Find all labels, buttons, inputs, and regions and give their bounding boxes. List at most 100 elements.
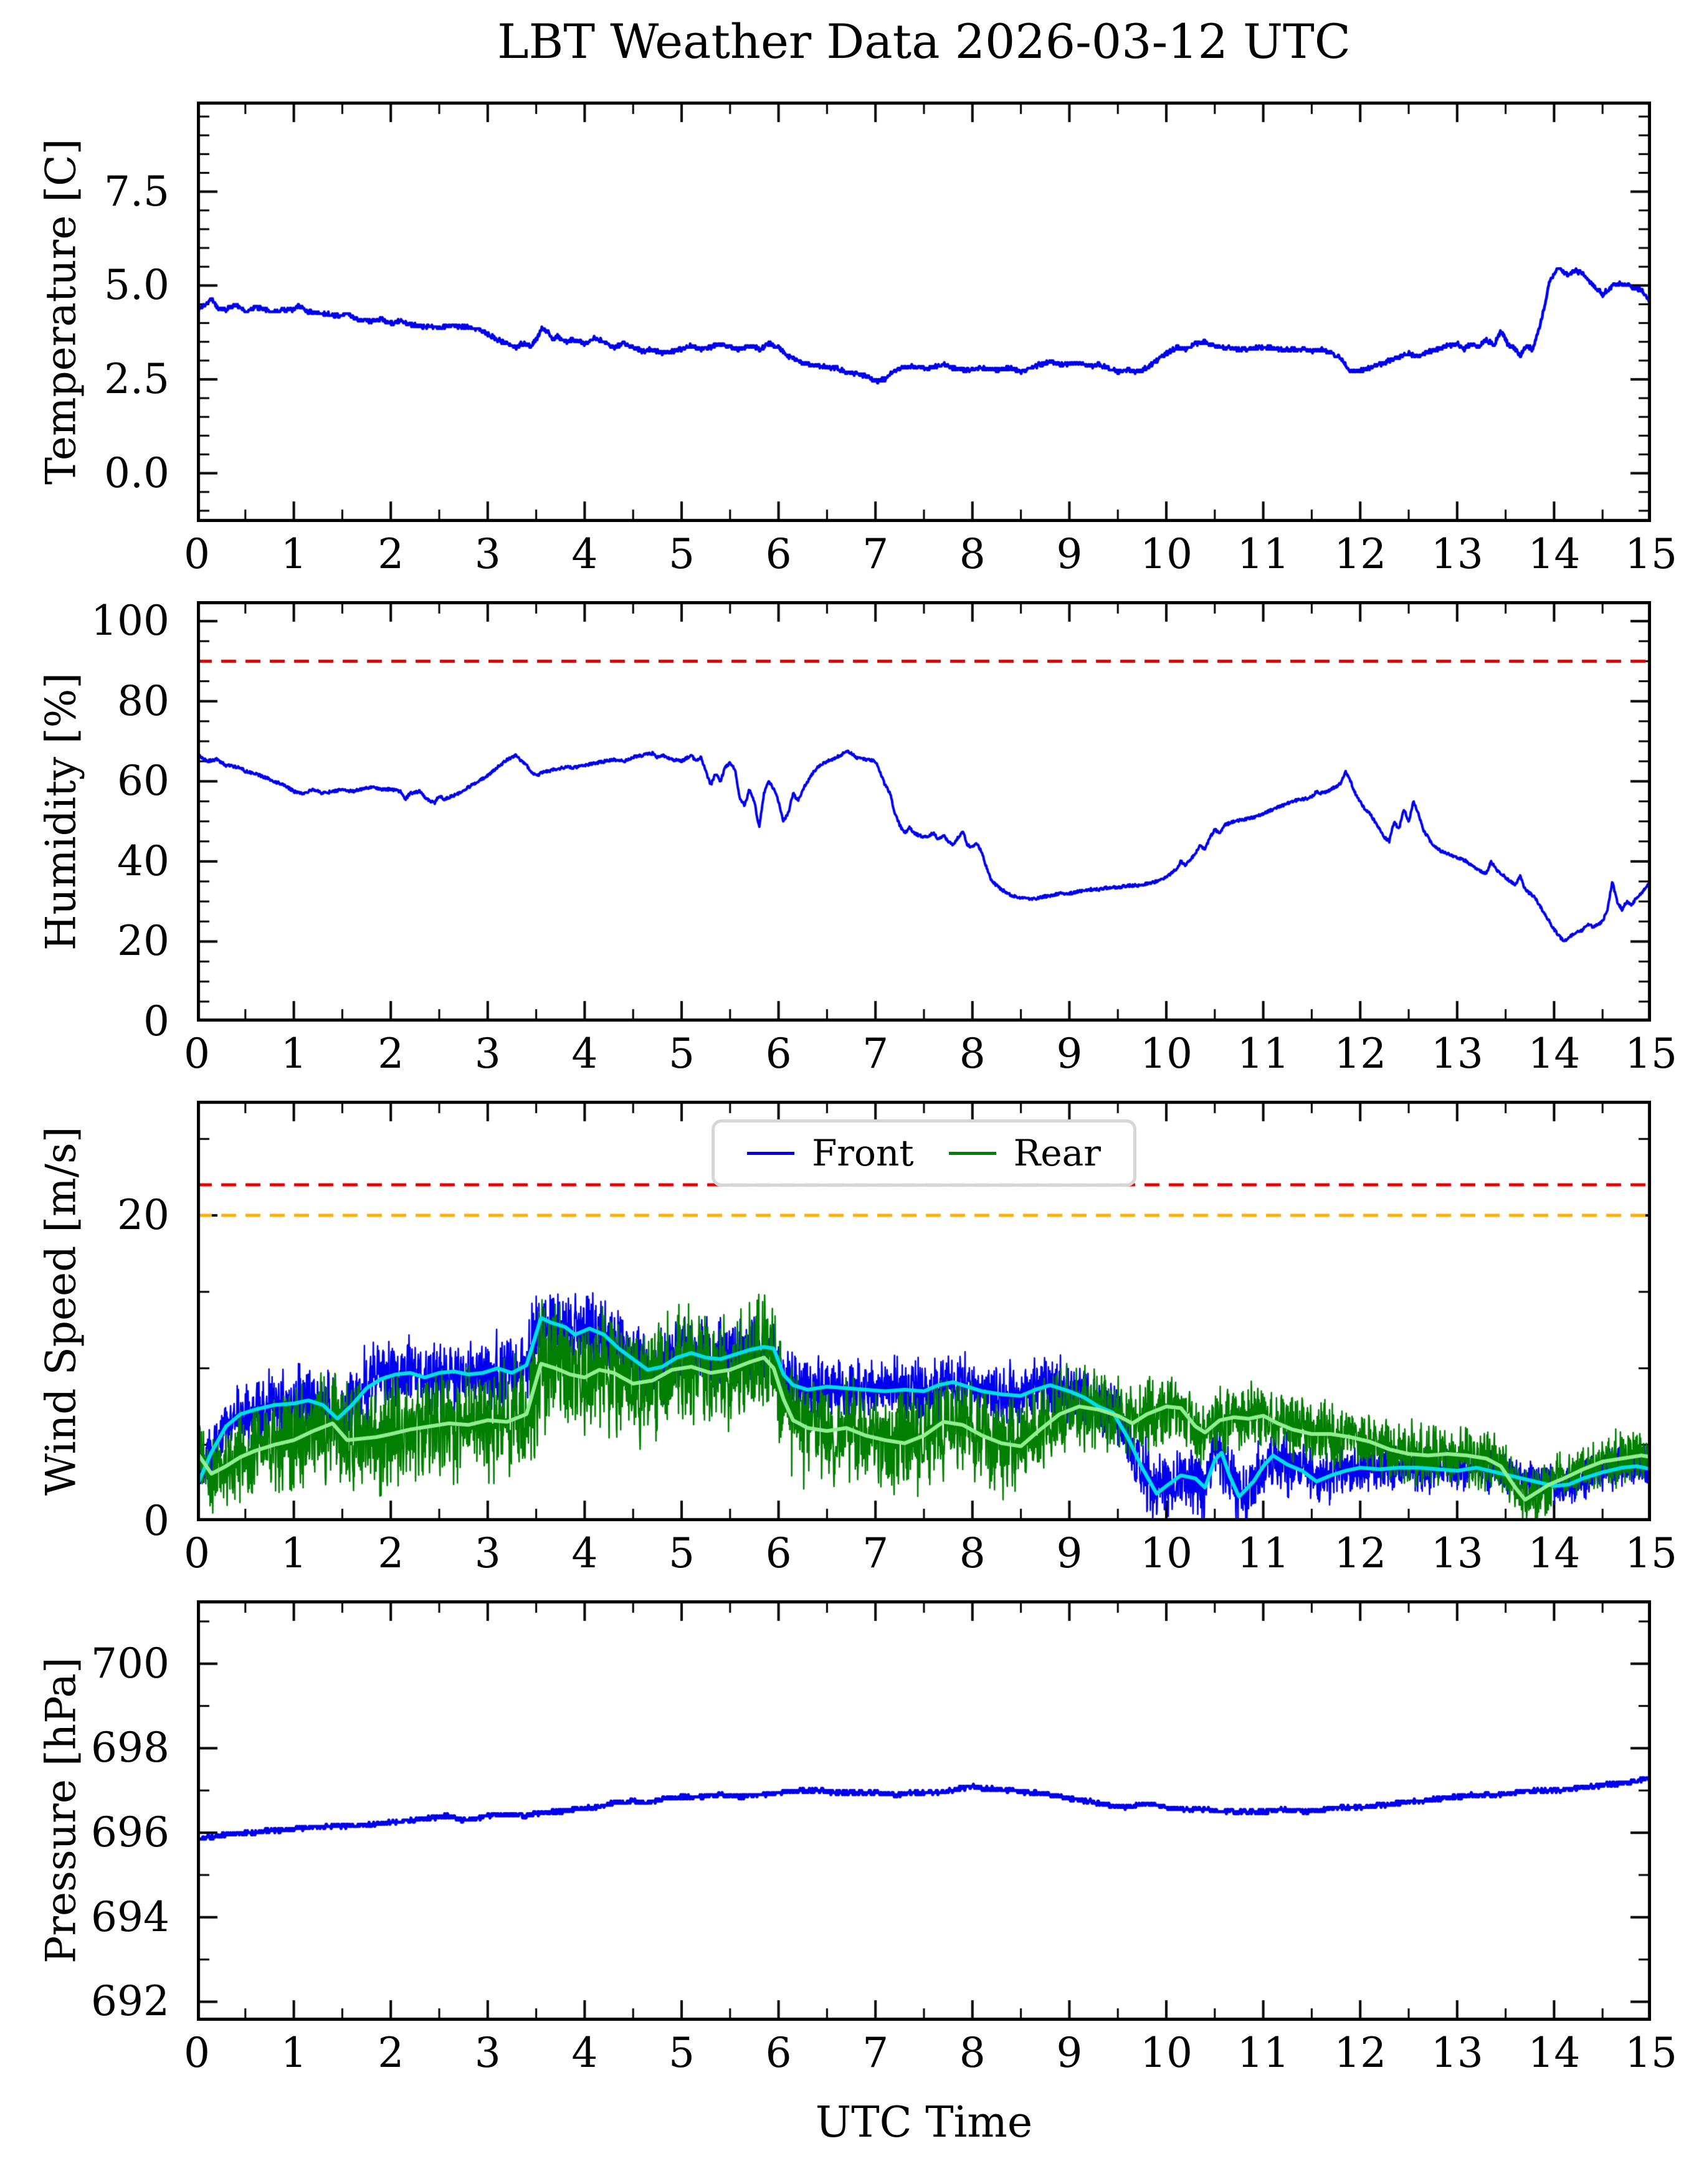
wind-speed-x-tick-labels: 0 1 2 3 4 5 6 7 8 9 10 11 12 13 14 15: [184, 1529, 1677, 1577]
pressure-y-tick-labels: 692 694 696 698 700: [25, 1600, 169, 2026]
pressure-xtick-label: 9: [1056, 2029, 1083, 2077]
humidity-xtick-label: 7: [862, 1030, 889, 1078]
pressure-xtick-label: 6: [765, 2029, 792, 2077]
front-line-swatch: [747, 1151, 795, 1155]
pressure-xtick-label: 7: [862, 2029, 889, 2077]
temperature-ytick-label: 5.0: [104, 261, 169, 310]
humidity-xtick-label: 2: [378, 1030, 404, 1078]
pressure-xtick-label: 13: [1430, 2029, 1483, 2077]
temperature-xtick-label: 13: [1430, 530, 1483, 578]
wind-speed-xtick-label: 2: [378, 1529, 404, 1577]
humidity-x-tick-labels: 0 1 2 3 4 5 6 7 8 9 10 11 12 13 14 15: [184, 1030, 1677, 1078]
pressure-xtick-label: 12: [1334, 2029, 1387, 2077]
humidity-xtick-label: 11: [1237, 1030, 1290, 1078]
humidity-ytick-label: 20: [117, 917, 169, 966]
temperature-xtick-label: 14: [1528, 530, 1581, 578]
humidity-xtick-label: 6: [765, 1030, 792, 1078]
wind-speed-xtick-label: 0: [184, 1529, 210, 1577]
temperature-xtick-label: 12: [1334, 530, 1387, 578]
humidity-ytick-label: 60: [117, 757, 169, 805]
humidity-xtick-label: 0: [184, 1030, 210, 1078]
wind-speed-xtick-label: 14: [1528, 1529, 1581, 1577]
humidity-xtick-label: 10: [1140, 1030, 1192, 1078]
pressure-ytick-label: 692: [91, 1977, 169, 2026]
humidity-ytick-label: 40: [117, 837, 169, 885]
humidity-xtick-label: 14: [1528, 1030, 1581, 1078]
wind-speed-xtick-label: 13: [1430, 1529, 1483, 1577]
pressure-xtick-label: 1: [280, 2029, 307, 2077]
rear-line-swatch: [948, 1151, 996, 1155]
pressure-xtick-label: 10: [1140, 2029, 1192, 2077]
humidity-y-tick-labels: 0 20 40 60 80 100: [25, 597, 169, 1042]
temperature-xtick-label: 1: [280, 530, 307, 578]
temperature-ytick-label: 0.0: [104, 449, 169, 497]
pressure-xtick-label: 8: [959, 2029, 986, 2077]
x-axis-label: UTC Time: [815, 2098, 1033, 2147]
pressure-xtick-label: 11: [1237, 2029, 1290, 2077]
temperature-xtick-label: 9: [1056, 530, 1083, 578]
pressure-plot-canvas: [197, 1600, 1651, 2021]
temperature-xtick-label: 6: [765, 530, 792, 578]
temperature-ytick-label: 2.5: [104, 354, 169, 403]
pressure-xtick-label: 14: [1528, 2029, 1581, 2077]
wind-speed-xtick-label: 3: [474, 1529, 501, 1577]
temperature-xtick-label: 2: [378, 530, 404, 578]
humidity-xtick-label: 15: [1625, 1030, 1677, 1078]
wind-speed-xtick-label: 11: [1237, 1529, 1290, 1577]
wind-speed-y-tick-labels: 0 20: [25, 1101, 169, 1542]
temperature-plot-canvas: [197, 102, 1651, 522]
legend-label-rear: Rear: [1013, 1132, 1101, 1174]
legend-label-front: Front: [812, 1132, 914, 1174]
humidity-ytick-label: 0: [143, 997, 169, 1045]
pressure-x-tick-labels: 0 1 2 3 4 5 6 7 8 9 10 11 12 13 14 15: [184, 2029, 1677, 2077]
wind-speed-xtick-label: 7: [862, 1529, 889, 1577]
pressure-xtick-label: 3: [474, 2029, 501, 2077]
humidity-xtick-label: 12: [1334, 1030, 1387, 1078]
temperature-xtick-label: 3: [474, 530, 501, 578]
humidity-xtick-label: 3: [474, 1030, 501, 1078]
pressure-xtick-label: 5: [669, 2029, 695, 2077]
pressure-xtick-label: 15: [1625, 2029, 1677, 2077]
wind-speed-xtick-label: 5: [669, 1529, 695, 1577]
chart-title: LBT Weather Data 2026-03-12 UTC: [497, 14, 1351, 69]
temperature-xtick-label: 7: [862, 530, 889, 578]
humidity-ytick-label: 100: [91, 597, 169, 645]
humidity-plot-canvas: [197, 601, 1651, 1022]
pressure-xtick-label: 2: [378, 2029, 404, 2077]
temperature-xtick-label: 15: [1625, 530, 1677, 578]
humidity-xtick-label: 13: [1430, 1030, 1483, 1078]
temperature-xtick-label: 11: [1237, 530, 1290, 578]
wind-speed-xtick-label: 1: [280, 1529, 307, 1577]
wind-speed-xtick-label: 12: [1334, 1529, 1387, 1577]
pressure-ytick-label: 696: [91, 1808, 169, 1857]
wind-speed-xtick-label: 4: [571, 1529, 598, 1577]
wind-legend: Front Rear: [712, 1119, 1136, 1187]
pressure-ytick-label: 694: [91, 1892, 169, 1941]
humidity-ytick-label: 80: [117, 677, 169, 725]
temperature-y-tick-labels: 0.0 2.5 5.0 7.5: [25, 102, 169, 522]
wind-speed-xtick-label: 6: [765, 1529, 792, 1577]
humidity-xtick-label: 1: [280, 1030, 307, 1078]
temperature-xtick-label: 0: [184, 530, 210, 578]
wind-speed-ytick-label: 0: [143, 1497, 169, 1545]
pressure-xtick-label: 0: [184, 2029, 210, 2077]
humidity-xtick-label: 9: [1056, 1030, 1083, 1078]
wind-speed-xtick-label: 9: [1056, 1529, 1083, 1577]
legend-entry-front: Front: [747, 1134, 914, 1172]
pressure-ytick-label: 700: [91, 1639, 169, 1688]
humidity-xtick-label: 5: [669, 1030, 695, 1078]
pressure-xtick-label: 4: [571, 2029, 598, 2077]
temperature-xtick-label: 4: [571, 530, 598, 578]
temperature-x-tick-labels: 0 1 2 3 4 5 6 7 8 9 10 11 12 13 14 15: [184, 530, 1677, 578]
temperature-xtick-label: 5: [669, 530, 695, 578]
temperature-xtick-label: 8: [959, 530, 986, 578]
wind-speed-xtick-label: 10: [1140, 1529, 1192, 1577]
wind-speed-ytick-label: 20: [117, 1191, 169, 1240]
humidity-xtick-label: 8: [959, 1030, 986, 1078]
temperature-ytick-label: 7.5: [104, 167, 169, 216]
wind-speed-xtick-label: 15: [1625, 1529, 1677, 1577]
legend-entry-rear: Rear: [948, 1132, 1101, 1174]
pressure-ytick-label: 698: [91, 1724, 169, 1772]
temperature-xtick-label: 10: [1140, 530, 1192, 578]
